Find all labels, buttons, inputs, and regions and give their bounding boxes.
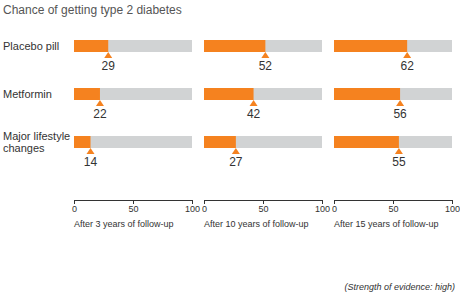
value-pointer	[232, 148, 240, 154]
track	[204, 88, 322, 100]
track	[204, 136, 322, 148]
bar	[204, 136, 236, 148]
track	[334, 88, 452, 100]
data-label: 14	[84, 155, 98, 169]
data-label: 55	[392, 155, 406, 169]
tick-label: 0	[202, 204, 207, 214]
value-pointer	[87, 148, 95, 154]
bar	[334, 40, 407, 52]
track	[74, 136, 192, 148]
data-labels: 62 56 55	[392, 52, 414, 169]
category-label: Metformin	[3, 88, 52, 100]
tick: 100	[185, 200, 200, 214]
data-labels: 52 42 27	[229, 52, 272, 169]
data-label: 56	[393, 107, 407, 121]
bars	[74, 40, 108, 148]
tick-label: 50	[258, 204, 268, 214]
bars	[334, 40, 407, 148]
x-axis: 0 50 100	[72, 200, 200, 214]
tick-label: 50	[128, 204, 138, 214]
bar	[74, 40, 108, 52]
tick-label: 50	[388, 204, 398, 214]
tick-label: 0	[332, 204, 337, 214]
tick-label: 100	[315, 204, 330, 214]
value-pointer	[396, 100, 404, 106]
tick-label: 100	[185, 204, 200, 214]
data-label: 22	[93, 107, 107, 121]
axis-label: After 15 years of follow-up	[334, 219, 439, 229]
tick-label: 100	[445, 204, 460, 214]
panel: 52 42 27 0 50 100 After 10 years of follow-up	[202, 40, 330, 229]
tick: 50	[388, 200, 398, 214]
tracks	[74, 40, 192, 148]
panel: 62 56 55 0 50 100 After 15 years of follow-up	[332, 40, 460, 229]
axis-label: After 10 years of follow-up	[204, 219, 309, 229]
value-pointer	[395, 148, 403, 154]
track	[204, 40, 322, 52]
tick: 0	[332, 200, 337, 214]
tick: 50	[258, 200, 268, 214]
category-label: Placebo pill	[3, 40, 59, 52]
track	[334, 136, 452, 148]
track	[74, 40, 192, 52]
data-label: 27	[229, 155, 243, 169]
bar	[334, 136, 399, 148]
track	[334, 40, 452, 52]
tracks	[204, 40, 322, 148]
track	[74, 88, 192, 100]
value-pointer	[261, 52, 269, 58]
tracks	[334, 40, 452, 148]
x-axis: 0 50 100	[332, 200, 460, 214]
data-label: 62	[400, 59, 414, 73]
data-label: 52	[259, 59, 273, 73]
data-label: 29	[102, 59, 116, 73]
bars	[204, 40, 265, 148]
category-labels: Placebo pill Metformin Major lifestyle cha…	[3, 40, 73, 154]
tick-label: 0	[72, 204, 77, 214]
value-pointer	[96, 100, 104, 106]
value-pointer	[104, 52, 112, 58]
bar	[74, 88, 100, 100]
data-labels: 29 22 14	[84, 52, 115, 169]
value-pointer	[250, 100, 258, 106]
panel: 29 22 14 Placebo pill Metformin Major lifesty…	[3, 40, 200, 229]
chart: 29 22 14 Placebo pill Metformin Major lifesty…	[0, 0, 460, 300]
annotation: (Strength of evidence: high)	[344, 282, 455, 292]
title: Chance of getting type 2 diabetes	[3, 3, 182, 17]
bar	[204, 88, 254, 100]
value-pointer	[403, 52, 411, 58]
bar	[74, 136, 91, 148]
axis-label: After 3 years of follow-up	[74, 219, 174, 229]
tick: 100	[445, 200, 460, 214]
bar	[204, 40, 265, 52]
tick: 0	[202, 200, 207, 214]
tick: 50	[128, 200, 138, 214]
data-label: 42	[247, 107, 261, 121]
tick: 0	[72, 200, 77, 214]
tick: 100	[315, 200, 330, 214]
x-axis: 0 50 100	[202, 200, 330, 214]
category-label: Major lifestyle changes	[3, 130, 73, 154]
bar	[334, 88, 400, 100]
